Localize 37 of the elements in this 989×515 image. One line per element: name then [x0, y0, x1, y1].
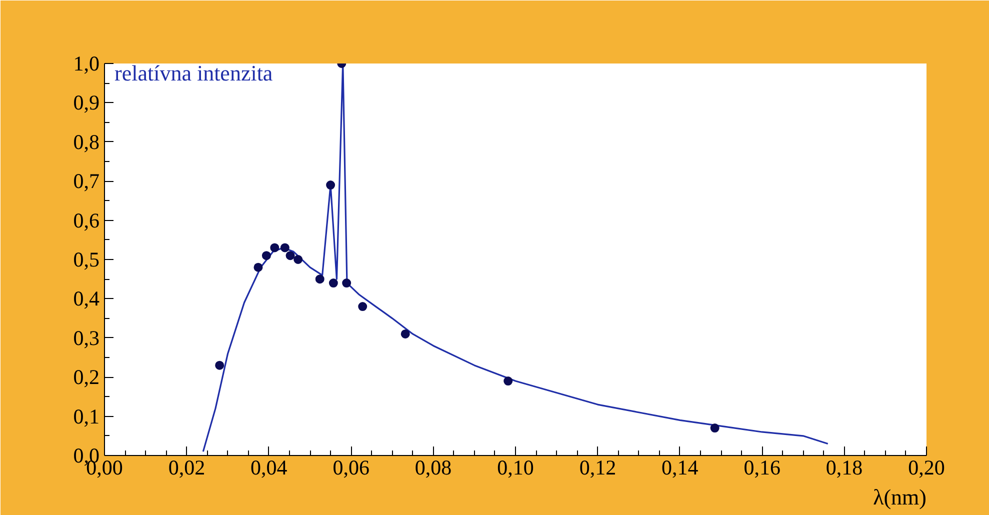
point: [254, 262, 263, 272]
x-tick-label: 0,02: [168, 456, 206, 480]
point: [358, 302, 368, 312]
y-tick-label: 0,9: [73, 90, 100, 115]
point: [342, 278, 352, 288]
x-tick-label: 0,20: [908, 456, 945, 480]
y-tick-label: 0,3: [73, 326, 100, 350]
point: [286, 251, 295, 260]
y-tick-label: 1,0: [73, 52, 100, 76]
x-tick-label: 0,12: [579, 456, 616, 480]
point: [262, 251, 271, 260]
point: [315, 274, 324, 284]
x-tick-label: 0,14: [662, 456, 699, 480]
y-tick-label: 0,7: [73, 169, 100, 194]
x-tick-label: 0,06: [332, 456, 370, 480]
x-tick-label: 0,10: [497, 456, 534, 480]
x-tick-label: 0,16: [744, 456, 780, 480]
point: [215, 360, 224, 370]
x-tick-label: 0,08: [414, 456, 452, 480]
y-tick-label: 0,4: [73, 286, 100, 311]
point: [326, 180, 336, 190]
y-axis-title: relatívna intenzita: [114, 60, 273, 86]
point: [270, 243, 280, 252]
x-axis-title: λ(nm): [873, 484, 927, 510]
point: [328, 278, 338, 288]
x-tick-label: 0,04: [250, 456, 288, 480]
x-tick-label: 0,18: [826, 456, 863, 480]
point: [294, 255, 303, 264]
y-tick-label: 0,6: [73, 208, 100, 232]
y-tick-label: 0,8: [73, 130, 100, 154]
point: [504, 376, 513, 386]
point: [280, 243, 290, 252]
point: [400, 329, 410, 338]
point: [710, 424, 720, 433]
y-tick-label: 0,5: [73, 248, 100, 272]
y-tick-label: 0,2: [73, 365, 100, 390]
y-tick-label: 0,1: [73, 404, 100, 428]
